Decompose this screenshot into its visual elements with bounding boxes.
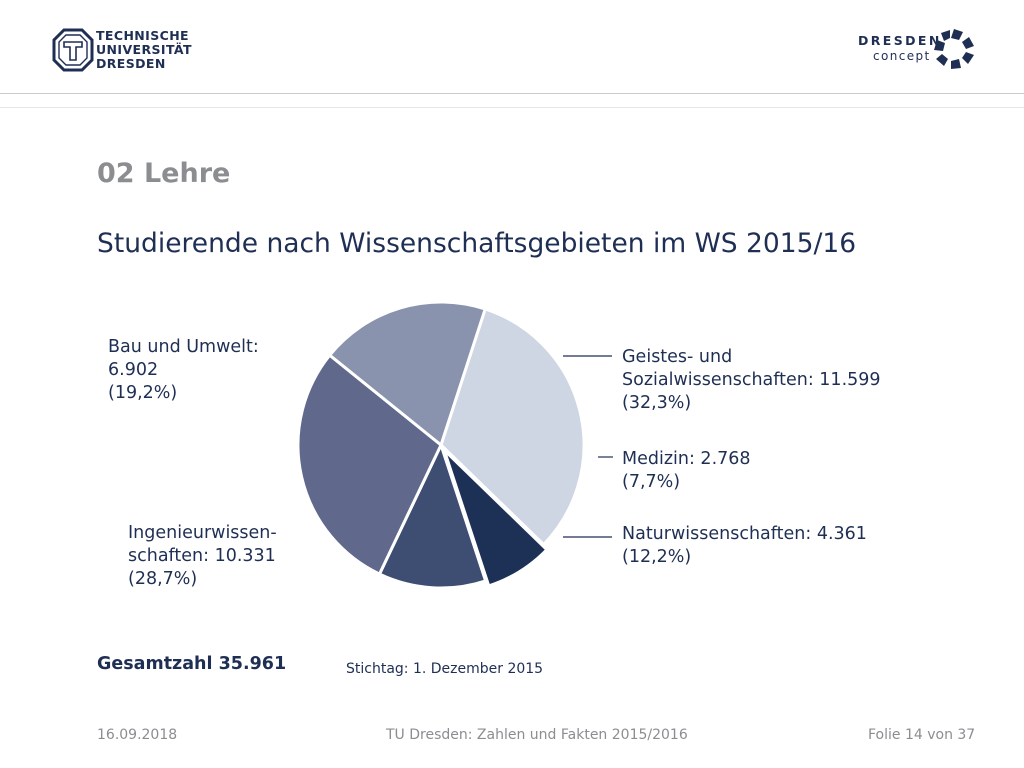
university-name: TECHNISCHE UNIVERSITÄT DRESDEN <box>96 29 192 71</box>
university-line-2: UNIVERSITÄT <box>96 42 192 57</box>
slice-label-ingenieur: Ingenieurwissen- schaften: 10.331 (28,7%… <box>128 523 277 589</box>
header-divider-secondary <box>0 107 1024 108</box>
slice-label-geistes-sozial: Geistes- und Sozialwissenschaften: 11.59… <box>622 347 881 413</box>
university-line-3: DRESDEN <box>96 56 166 71</box>
slice-label-medizin: Medizin: 2.768 (7,7%) <box>622 449 751 492</box>
footer-title: TU Dresden: Zahlen und Fakten 2015/2016 <box>386 727 688 743</box>
dresden-concept-word: DRESDEN <box>858 33 942 48</box>
slice-label-bau-umwelt: Bau und Umwelt: 6.902 (19,2%) <box>108 337 259 403</box>
pie-slice-natur <box>377 440 488 590</box>
header-divider <box>0 93 1024 94</box>
section-title: 02 Lehre <box>97 158 231 189</box>
pie-slice-ingenieur <box>296 353 443 577</box>
dresden-concept-subword: concept <box>873 49 931 63</box>
tud-emblem-icon <box>52 28 94 72</box>
footer-page-number: Folie 14 von 37 <box>868 727 976 743</box>
pie-slice-medizin <box>442 449 549 588</box>
total-count: Gesamtzahl 35.961 <box>97 654 287 674</box>
pie-slice-bau-umwelt <box>327 300 488 448</box>
slide-title: Studierende nach Wissenschaftsgebieten i… <box>97 228 857 259</box>
pie-slice-geistes-sozial <box>439 307 586 547</box>
dresden-concept-logo-icon <box>934 29 974 69</box>
footer-date: 16.09.2018 <box>97 727 178 743</box>
slice-label-natur: Naturwissenschaften: 4.361 (12,2%) <box>622 524 867 567</box>
university-line-1: TECHNISCHE <box>96 28 189 43</box>
reference-date: Stichtag: 1. Dezember 2015 <box>346 661 544 677</box>
